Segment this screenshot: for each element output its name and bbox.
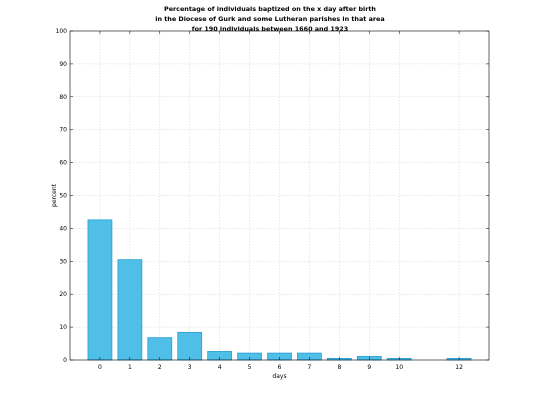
x-tick-label: 7 xyxy=(308,364,312,371)
bar-day-0 xyxy=(87,219,113,361)
bar-day-3 xyxy=(177,331,203,361)
x-tick-label: 8 xyxy=(337,364,341,371)
grid xyxy=(70,31,489,360)
x-tick-label: 6 xyxy=(278,364,282,371)
x-tick-label: 9 xyxy=(367,364,371,371)
y-tick-label: 70 xyxy=(59,127,67,134)
y-tick-label: 90 xyxy=(59,61,67,68)
y-tick-label: 60 xyxy=(59,160,67,167)
y-tick-label: 40 xyxy=(59,225,67,232)
bar-day-2 xyxy=(147,337,173,361)
x-tick-label: 10 xyxy=(395,364,403,371)
chart-title-line-1: Percentage of individuals baptized on th… xyxy=(164,5,376,13)
x-tick-label: 3 xyxy=(188,364,192,371)
x-axis-label: days xyxy=(272,373,286,380)
x-tick-label: 5 xyxy=(248,364,252,371)
bar-day-1 xyxy=(117,259,143,361)
x-tick-label: 2 xyxy=(158,364,162,371)
x-tick-label: 4 xyxy=(218,364,222,371)
chart-title-line-3: for 190 individuals between 1660 and 192… xyxy=(191,25,349,33)
y-tick-label: 80 xyxy=(59,94,67,101)
x-tick-label: 1 xyxy=(128,364,132,371)
y-tick-label: 50 xyxy=(59,193,67,200)
chart-title-line-2: in the Diocese of Gurk and some Lutheran… xyxy=(155,15,385,23)
y-tick-label: 10 xyxy=(59,324,67,331)
y-tick-label: 30 xyxy=(59,258,67,265)
x-tick-label: 12 xyxy=(455,364,463,371)
chart-title: Percentage of individuals baptized on th… xyxy=(0,4,540,34)
y-tick-label: 0 xyxy=(63,357,67,364)
y-tick-label: 100 xyxy=(56,28,68,35)
x-tick-label: 0 xyxy=(98,364,102,371)
y-axis-label: percent xyxy=(51,183,58,207)
y-tick-label: 20 xyxy=(59,291,67,298)
